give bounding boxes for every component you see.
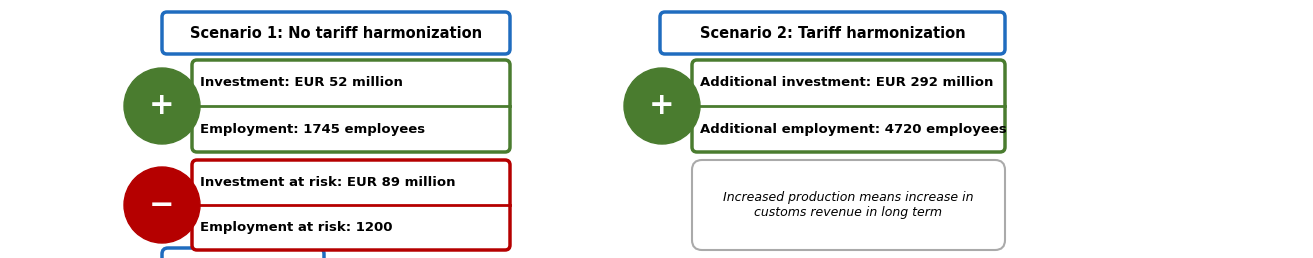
FancyBboxPatch shape (161, 248, 324, 258)
FancyBboxPatch shape (692, 160, 1004, 250)
FancyBboxPatch shape (692, 60, 1004, 152)
Text: Increased production means increase in
customs revenue in long term: Increased production means increase in c… (723, 191, 974, 219)
Ellipse shape (624, 68, 700, 144)
Text: Investment at risk: EUR 89 million: Investment at risk: EUR 89 million (200, 176, 456, 189)
Text: Additional investment: EUR 292 million: Additional investment: EUR 292 million (700, 77, 994, 90)
Text: Employment at risk: 1200: Employment at risk: 1200 (200, 221, 393, 234)
Text: Investment: EUR 52 million: Investment: EUR 52 million (200, 77, 403, 90)
Text: +: + (649, 92, 675, 120)
Ellipse shape (123, 68, 200, 144)
Text: Employment: 1745 employees: Employment: 1745 employees (200, 123, 425, 135)
Ellipse shape (123, 167, 200, 243)
Text: Scenario 1: No tariff harmonization: Scenario 1: No tariff harmonization (190, 26, 482, 41)
Text: −: − (150, 190, 175, 220)
FancyBboxPatch shape (660, 12, 1004, 54)
Text: +: + (150, 92, 175, 120)
Text: Scenario 2: Tariff harmonization: Scenario 2: Tariff harmonization (700, 26, 965, 41)
FancyBboxPatch shape (192, 160, 509, 250)
Text: Additional employment: 4720 employees: Additional employment: 4720 employees (700, 123, 1007, 135)
FancyBboxPatch shape (161, 12, 509, 54)
FancyBboxPatch shape (192, 60, 509, 152)
